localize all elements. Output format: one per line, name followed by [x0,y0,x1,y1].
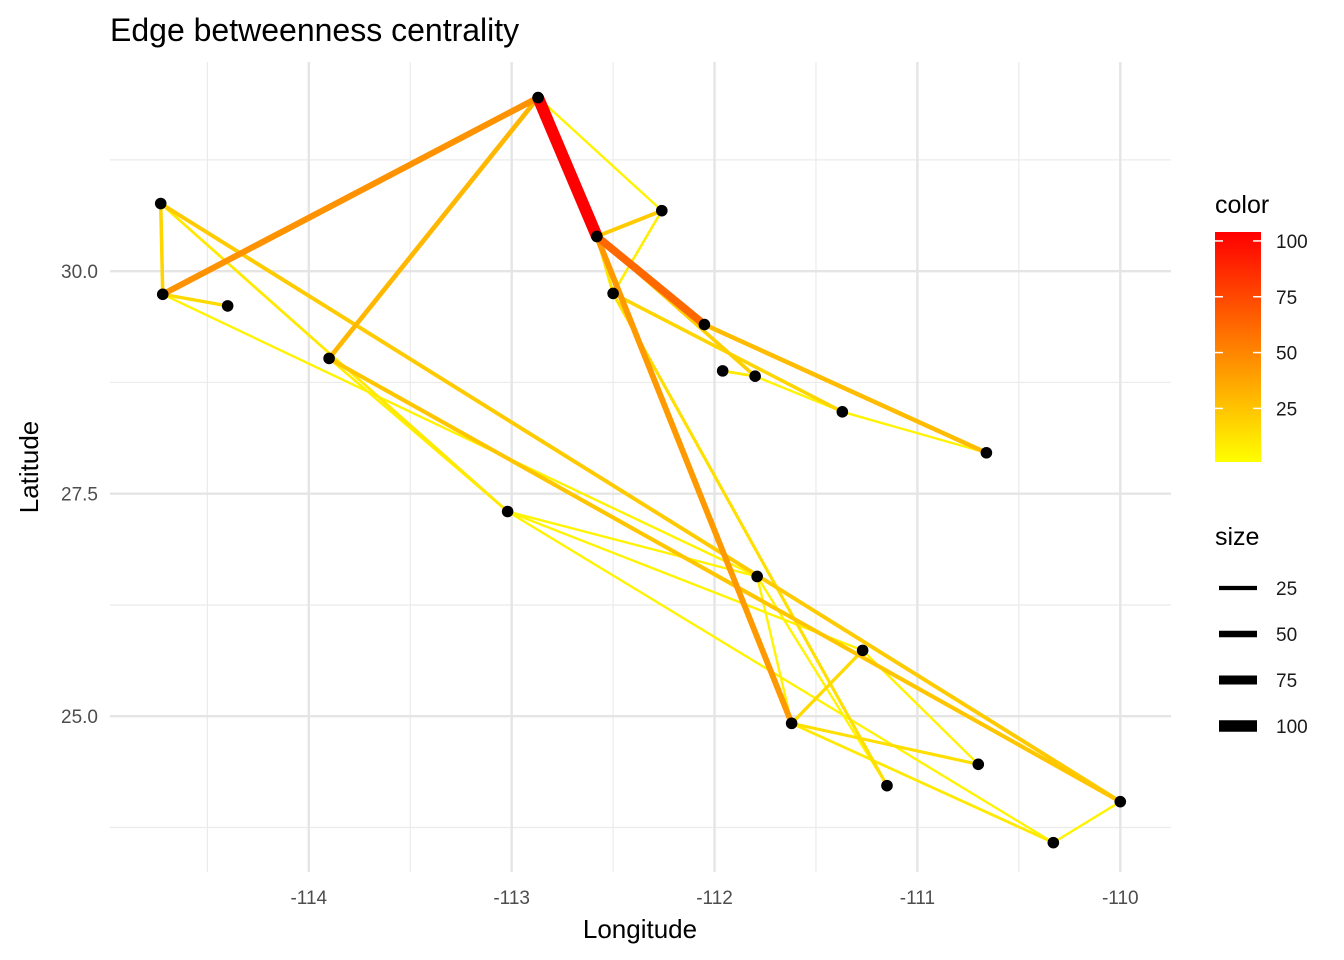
node-point [1114,795,1127,808]
x-axis-title: Longitude [583,914,697,944]
edge-line [594,235,795,725]
color-legend: color 25 50 75 100 [1215,191,1308,462]
edge-line [327,96,540,360]
node-point [881,779,893,792]
color-legend-label: 50 [1276,344,1297,365]
node-point [785,717,798,730]
x-tick-label: -113 [493,888,530,909]
node-point [856,644,869,657]
node-point [656,204,668,217]
edges-layer [158,94,1122,844]
y-tick-label: 30.0 [61,262,98,283]
edge-line [507,510,758,578]
edge-line [158,203,165,295]
x-tick-label: -114 [290,888,327,909]
edge-line [532,95,603,239]
size-legend-keys: 25 50 75 100 [1219,579,1308,738]
size-legend: size 25 50 75 100 [1215,523,1308,738]
node-point [154,197,167,210]
node-point [591,230,603,243]
edge-line [162,293,758,578]
edge-line [507,510,864,652]
size-legend-label: 25 [1276,579,1297,600]
x-tick-label: -112 [696,888,733,909]
size-legend-label: 100 [1276,717,1308,738]
edge-line [162,292,228,308]
edge-line [791,721,979,766]
edge-line [791,722,1054,844]
y-axis-title: Latitude [14,421,44,514]
node-point [980,446,993,459]
node-point [972,758,985,771]
node-point [749,370,761,383]
size-legend-title: size [1215,523,1259,551]
color-legend-ticks: 25 50 75 100 [1215,232,1308,420]
edge-line [611,292,889,787]
edge-line [159,201,1122,804]
node-point [323,352,335,365]
y-tick-label: 25.0 [61,707,98,728]
node-point [716,365,729,377]
edge-line [790,649,864,725]
edge-line [1052,800,1121,844]
y-axis-ticks: 25.0 27.5 30.0 [61,262,98,728]
edge-line [596,208,663,239]
color-legend-label: 25 [1276,399,1297,420]
edge-line [328,356,1122,804]
node-point [532,91,544,104]
size-legend-label: 75 [1276,671,1297,692]
node-point [501,505,514,518]
edge-line [594,233,707,328]
size-legend-label: 50 [1276,625,1297,646]
y-tick-label: 27.5 [61,485,98,506]
node-point [836,406,849,418]
chart-title: Edge betweenness centrality [110,12,519,48]
edge-line [842,410,987,454]
node-point [156,288,169,301]
edge-line [537,96,663,212]
nodes-layer [154,91,1127,849]
edge-line [161,94,540,298]
node-point [698,318,711,331]
edge-line [612,209,663,295]
color-legend-bar [1215,232,1261,462]
x-tick-label: -111 [900,888,935,909]
color-legend-label: 75 [1276,288,1297,309]
color-legend-label: 100 [1276,232,1308,253]
node-point [221,300,234,312]
edge-line [703,322,988,455]
plot-grid [110,62,1171,872]
x-tick-label: -110 [1102,888,1139,909]
color-legend-title: color [1215,191,1269,219]
node-point [607,287,619,300]
node-point [751,570,763,583]
node-point [1047,836,1060,849]
x-axis-ticks: -114 -113 -112 -111 -110 [290,888,1138,909]
